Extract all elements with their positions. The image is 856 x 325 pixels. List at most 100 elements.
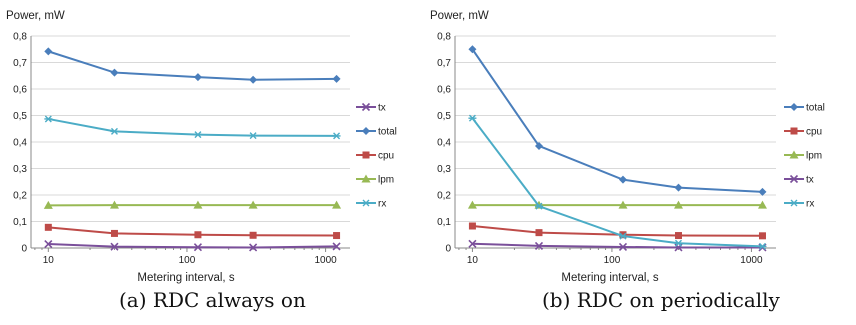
series-cpu [44, 223, 341, 240]
data-point-tx [534, 241, 544, 250]
data-point-rx [44, 115, 53, 123]
data-point-cpu [674, 232, 682, 240]
series-tx [44, 239, 341, 252]
legend-marker-lpm [789, 150, 799, 159]
data-point-rx [249, 132, 258, 140]
data-point-total [758, 187, 767, 196]
legend-marker-rx [790, 199, 798, 207]
y-tick-label: 0,3 [437, 164, 451, 175]
series-line-cpu [48, 226, 337, 237]
legend-label: cpu [378, 151, 394, 162]
data-point-total [618, 175, 627, 184]
chart-panel-a: 0 0,1 0,2 0,3 0,4 0,5 0,6 0,7 0,8 10 100 1000 Power,… [6, 10, 397, 284]
data-point-tx [249, 243, 258, 252]
data-point-tx [44, 239, 53, 249]
y-tick-label: 0,6 [13, 85, 27, 96]
data-point-tx [758, 243, 767, 252]
x-axis-title: Metering interval, s [561, 272, 658, 284]
y-tick-label: 0,5 [437, 111, 451, 122]
y-tick-label: 0,7 [13, 58, 27, 69]
data-point-lpm [248, 200, 258, 209]
legend-label: cpu [806, 127, 822, 138]
y-tick-label: 0,7 [437, 58, 451, 69]
data-point-cpu [110, 229, 118, 237]
legend-marker-tx [361, 102, 371, 112]
legend-item-lpm: lpm [784, 150, 822, 162]
series-tx [468, 239, 767, 252]
legend-item-total: total [356, 127, 397, 138]
chart-panel-b: 0 0,1 0,2 0,3 0,4 0,5 0,6 0,7 0,8 10 100 1000 Power,… [430, 10, 825, 284]
legend-item-cpu: cpu [356, 151, 394, 162]
data-point-rx [332, 132, 341, 140]
series-line-rx [48, 117, 337, 137]
y-tick-label: 0,1 [437, 217, 451, 228]
series-line-rx [471, 117, 763, 248]
data-point-tx [332, 242, 341, 251]
data-point-rx [193, 131, 202, 139]
legend-item-rx: rx [784, 199, 814, 210]
legend-marker-cpu [790, 127, 798, 135]
data-point-lpm [757, 200, 767, 209]
series-lpm [43, 200, 342, 209]
x-tick-label: 1000 [740, 255, 763, 266]
data-point-cpu [194, 231, 202, 239]
series-rx [468, 114, 767, 250]
data-point-cpu [249, 231, 257, 239]
data-point-total [44, 47, 53, 56]
data-point-total [468, 45, 477, 54]
y-tick-label: 0,4 [437, 138, 451, 149]
legend-item-tx: tx [784, 175, 814, 186]
legend-item-cpu: cpu [784, 127, 822, 138]
data-point-lpm [673, 200, 683, 209]
legend-marker-cpu [362, 151, 370, 159]
data-point-cpu [535, 229, 543, 237]
y-tick-label: 0,3 [13, 164, 27, 175]
series-line-tx [48, 243, 337, 249]
legend-marker-tx [789, 174, 799, 184]
data-point-lpm [332, 200, 342, 209]
data-point-rx [618, 232, 627, 240]
data-point-total [110, 68, 119, 77]
data-point-lpm [193, 200, 203, 209]
legend-item-total: total [784, 103, 825, 114]
y-tick-label: 0,1 [13, 217, 27, 228]
legend-label: total [806, 103, 825, 114]
y-tick-label: 0,8 [13, 32, 27, 43]
data-point-tx [618, 242, 628, 252]
legend-label: rx [378, 199, 386, 210]
x-tick-label: 1000 [314, 255, 337, 266]
legend-label: lpm [806, 151, 822, 162]
x-tick-label: 100 [179, 255, 196, 266]
data-point-total [249, 75, 258, 84]
data-point-cpu [619, 231, 627, 239]
data-point-cpu [333, 232, 341, 240]
data-point-lpm [109, 200, 119, 209]
legend-marker-lpm [361, 174, 371, 183]
y-tick-label: 0,2 [437, 191, 451, 202]
data-point-cpu [44, 223, 52, 231]
legend-label: tx [378, 103, 386, 114]
data-point-total [193, 73, 202, 82]
caption-b: (b) RDC on periodically [542, 288, 780, 312]
legend-label: lpm [378, 175, 394, 186]
y-tick-label: 0,6 [437, 85, 451, 96]
data-point-tx [468, 239, 477, 248]
data-point-cpu [758, 232, 766, 240]
legend-label: total [378, 127, 397, 138]
caption-a: (a) RDC always on [119, 288, 306, 312]
x-tick-label: 10 [467, 255, 479, 266]
series-total [468, 45, 767, 196]
x-axis-title: Metering interval, s [137, 272, 234, 284]
data-point-lpm [618, 200, 628, 209]
y-tick-label: 0 [21, 244, 27, 255]
data-point-cpu [468, 222, 476, 230]
series-rx [44, 115, 341, 140]
legend-marker-rx [362, 199, 370, 207]
series-line-total [48, 50, 337, 81]
y-tick-label: 0,8 [437, 32, 451, 43]
data-point-total [332, 74, 341, 83]
data-point-rx [110, 127, 119, 135]
legend-marker-total [790, 103, 798, 111]
x-tick-label: 10 [43, 255, 55, 266]
